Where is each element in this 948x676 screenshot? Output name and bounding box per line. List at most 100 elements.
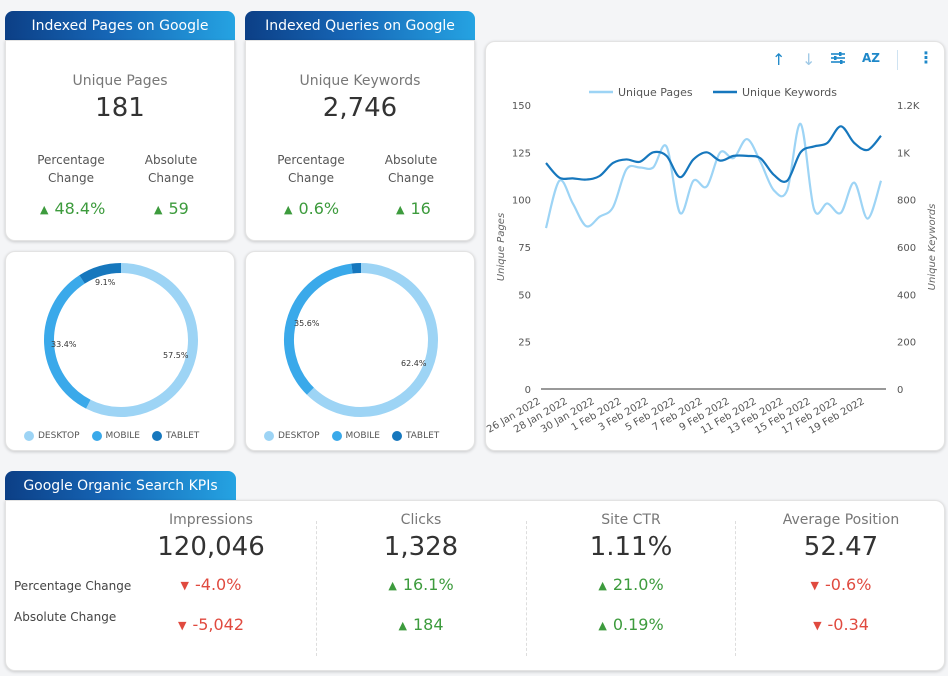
y2-tick-label: 1.2K [897,101,920,112]
legend-label-unique-keywords[interactable]: Unique Keywords [742,86,837,99]
y-tick-label: 125 [512,148,531,159]
organic-kpi-card: Percentage Change Absolute Change Impres… [5,500,945,671]
up-arrow-icon: ▲ [388,579,397,592]
pages-device-legend: DESKTOP MOBILE TABLET [24,431,199,441]
queries-device-donut-card: 62.4% 35.6% DESKTOP MOBILE TABLET [245,251,475,451]
legend-label: TABLET [165,431,200,441]
sort-ascending-icon[interactable]: ↑ [772,50,786,69]
up-arrow-icon: ▲ [598,619,607,632]
y-tick-label: 25 [518,338,531,349]
legend-label: TABLET [405,431,440,441]
legend-item-desktop[interactable]: DESKTOP [264,431,320,441]
average-position-pct-change: ▼ -0.6% [781,575,901,594]
pages-kpi-card: Unique Pages 181 Percentage Change Absol… [5,40,235,241]
up-arrow-icon: ▲ [398,619,407,632]
queries-abs-label: Absolute Change [366,151,456,187]
pages-abs-label-line1: Absolute [144,153,198,167]
y2-tick-label: 400 [897,290,916,301]
queries-abs-label-line1: Absolute [384,153,438,167]
clicks-pct-change-value: 16.1% [402,575,454,594]
impressions-abs-change-value: -5,042 [192,615,245,634]
legend-label-unique-pages[interactable]: Unique Pages [618,86,693,99]
clicks-pct-change: ▲ 16.1% [361,575,481,594]
y-tick-label: 75 [518,243,531,254]
sort-az-icon[interactable]: AZ [862,51,880,65]
average-position-title: Average Position [782,512,900,528]
up-arrow-icon: ▲ [396,203,405,216]
legend-item-mobile[interactable]: MOBILE [331,431,380,441]
queries-device-donut-chart: 62.4% 35.6% [284,263,438,417]
column-divider [735,521,736,656]
donut-slice-desktop[interactable] [306,263,438,417]
trend-line-chart: 0 25 50 75 100 125 150 0 200 400 600 800 1K 1.2K Uniqu… [486,86,938,437]
down-arrow-icon: ▼ [177,619,187,632]
pages-abs-change: ▲ 59 [154,199,189,218]
pages-pct-label-line1: Percentage [37,153,105,167]
queries-abs-change: ▲ 16 [396,199,431,218]
donut-label-mobile: 33.4% [51,340,77,349]
queries-kpi-title: Unique Keywords [299,73,421,89]
site-ctr-abs-change-value: 0.19% [612,615,664,634]
filter-icon[interactable] [830,50,846,70]
donut-slice-mobile[interactable] [44,275,91,409]
legend-dot-icon [264,431,274,441]
queries-card-tab: Indexed Queries on Google [245,11,475,41]
organic-kpi-tab: Google Organic Search KPIs [5,471,236,501]
clicks-abs-change-value: 184 [412,615,444,634]
legend-dot-icon [391,431,402,441]
queries-abs-label-line2: Change [388,171,434,185]
y2-tick-label: 0 [897,385,903,396]
impressions-pct-change: ▼ -4.0% [151,575,271,594]
site-ctr-abs-change: ▲ 0.19% [571,615,691,634]
pages-device-donut-card: 57.5% 33.4% 9.1% DESKTOP MOBILE TABLET [5,251,235,451]
legend-dot-icon [151,431,162,441]
y-tick-label: 0 [525,385,531,396]
donut-label-desktop: 62.4% [401,359,427,368]
queries-device-legend: DESKTOP MOBILE TABLET [264,431,439,441]
y2-tick-label: 1K [897,148,910,159]
queries-pct-label: Percentage Change [266,151,356,187]
average-position-abs-change-value: -0.34 [827,615,869,634]
donut-slice-mobile[interactable] [284,263,353,395]
donut-slice-desktop[interactable] [86,263,198,417]
donut-label-desktop: 57.5% [163,351,189,360]
clicks-value: 1,328 [383,532,459,562]
donut-slice-tablet[interactable] [351,263,362,274]
down-arrow-icon: ▼ [810,579,820,592]
sort-descending-icon[interactable]: ↓ [802,50,816,69]
impressions-pct-change-value: -4.0% [195,575,242,594]
up-arrow-icon: ▲ [154,203,163,216]
pages-pct-label-line2: Change [48,171,94,185]
legend-dot-icon [331,431,342,441]
down-arrow-icon: ▼ [180,579,190,592]
legend-label: MOBILE [105,431,140,441]
percentage-change-row-label: Percentage Change [14,579,132,593]
pages-pct-label: Percentage Change [26,151,116,187]
y2-tick-label: 600 [897,243,916,254]
y2-tick-label: 200 [897,338,916,349]
average-position-abs-change: ▼ -0.34 [781,615,901,634]
donut-slice-tablet[interactable] [79,263,122,284]
toolbar-divider [897,50,898,70]
legend-item-tablet[interactable]: TABLET [151,431,200,441]
clicks-abs-change: ▲ 184 [361,615,481,634]
y-tick-label: 150 [512,101,531,112]
pages-kpi-title: Unique Pages [72,73,168,89]
more-options-icon[interactable]: ⋮ [918,48,934,67]
site-ctr-value: 1.11% [589,532,673,562]
legend-item-tablet[interactable]: TABLET [391,431,440,441]
y-tick-label: 100 [512,196,531,207]
y2-axis-title: Unique Keywords [927,204,938,291]
up-arrow-icon: ▲ [598,579,607,592]
legend-label: DESKTOP [38,431,80,441]
legend-item-mobile[interactable]: MOBILE [91,431,140,441]
series-line-unique-pages[interactable] [544,122,883,229]
pages-abs-change-value: 59 [168,199,189,218]
legend-item-desktop[interactable]: DESKTOP [24,431,80,441]
queries-pct-change-value: 0.6% [298,199,340,218]
pages-pct-change: ▲ 48.4% [40,199,105,218]
series-line-unique-keywords[interactable] [545,125,882,184]
queries-abs-change-value: 16 [410,199,431,218]
pages-pct-change-value: 48.4% [54,199,106,218]
pages-device-donut-chart: 57.5% 33.4% 9.1% [44,263,198,417]
